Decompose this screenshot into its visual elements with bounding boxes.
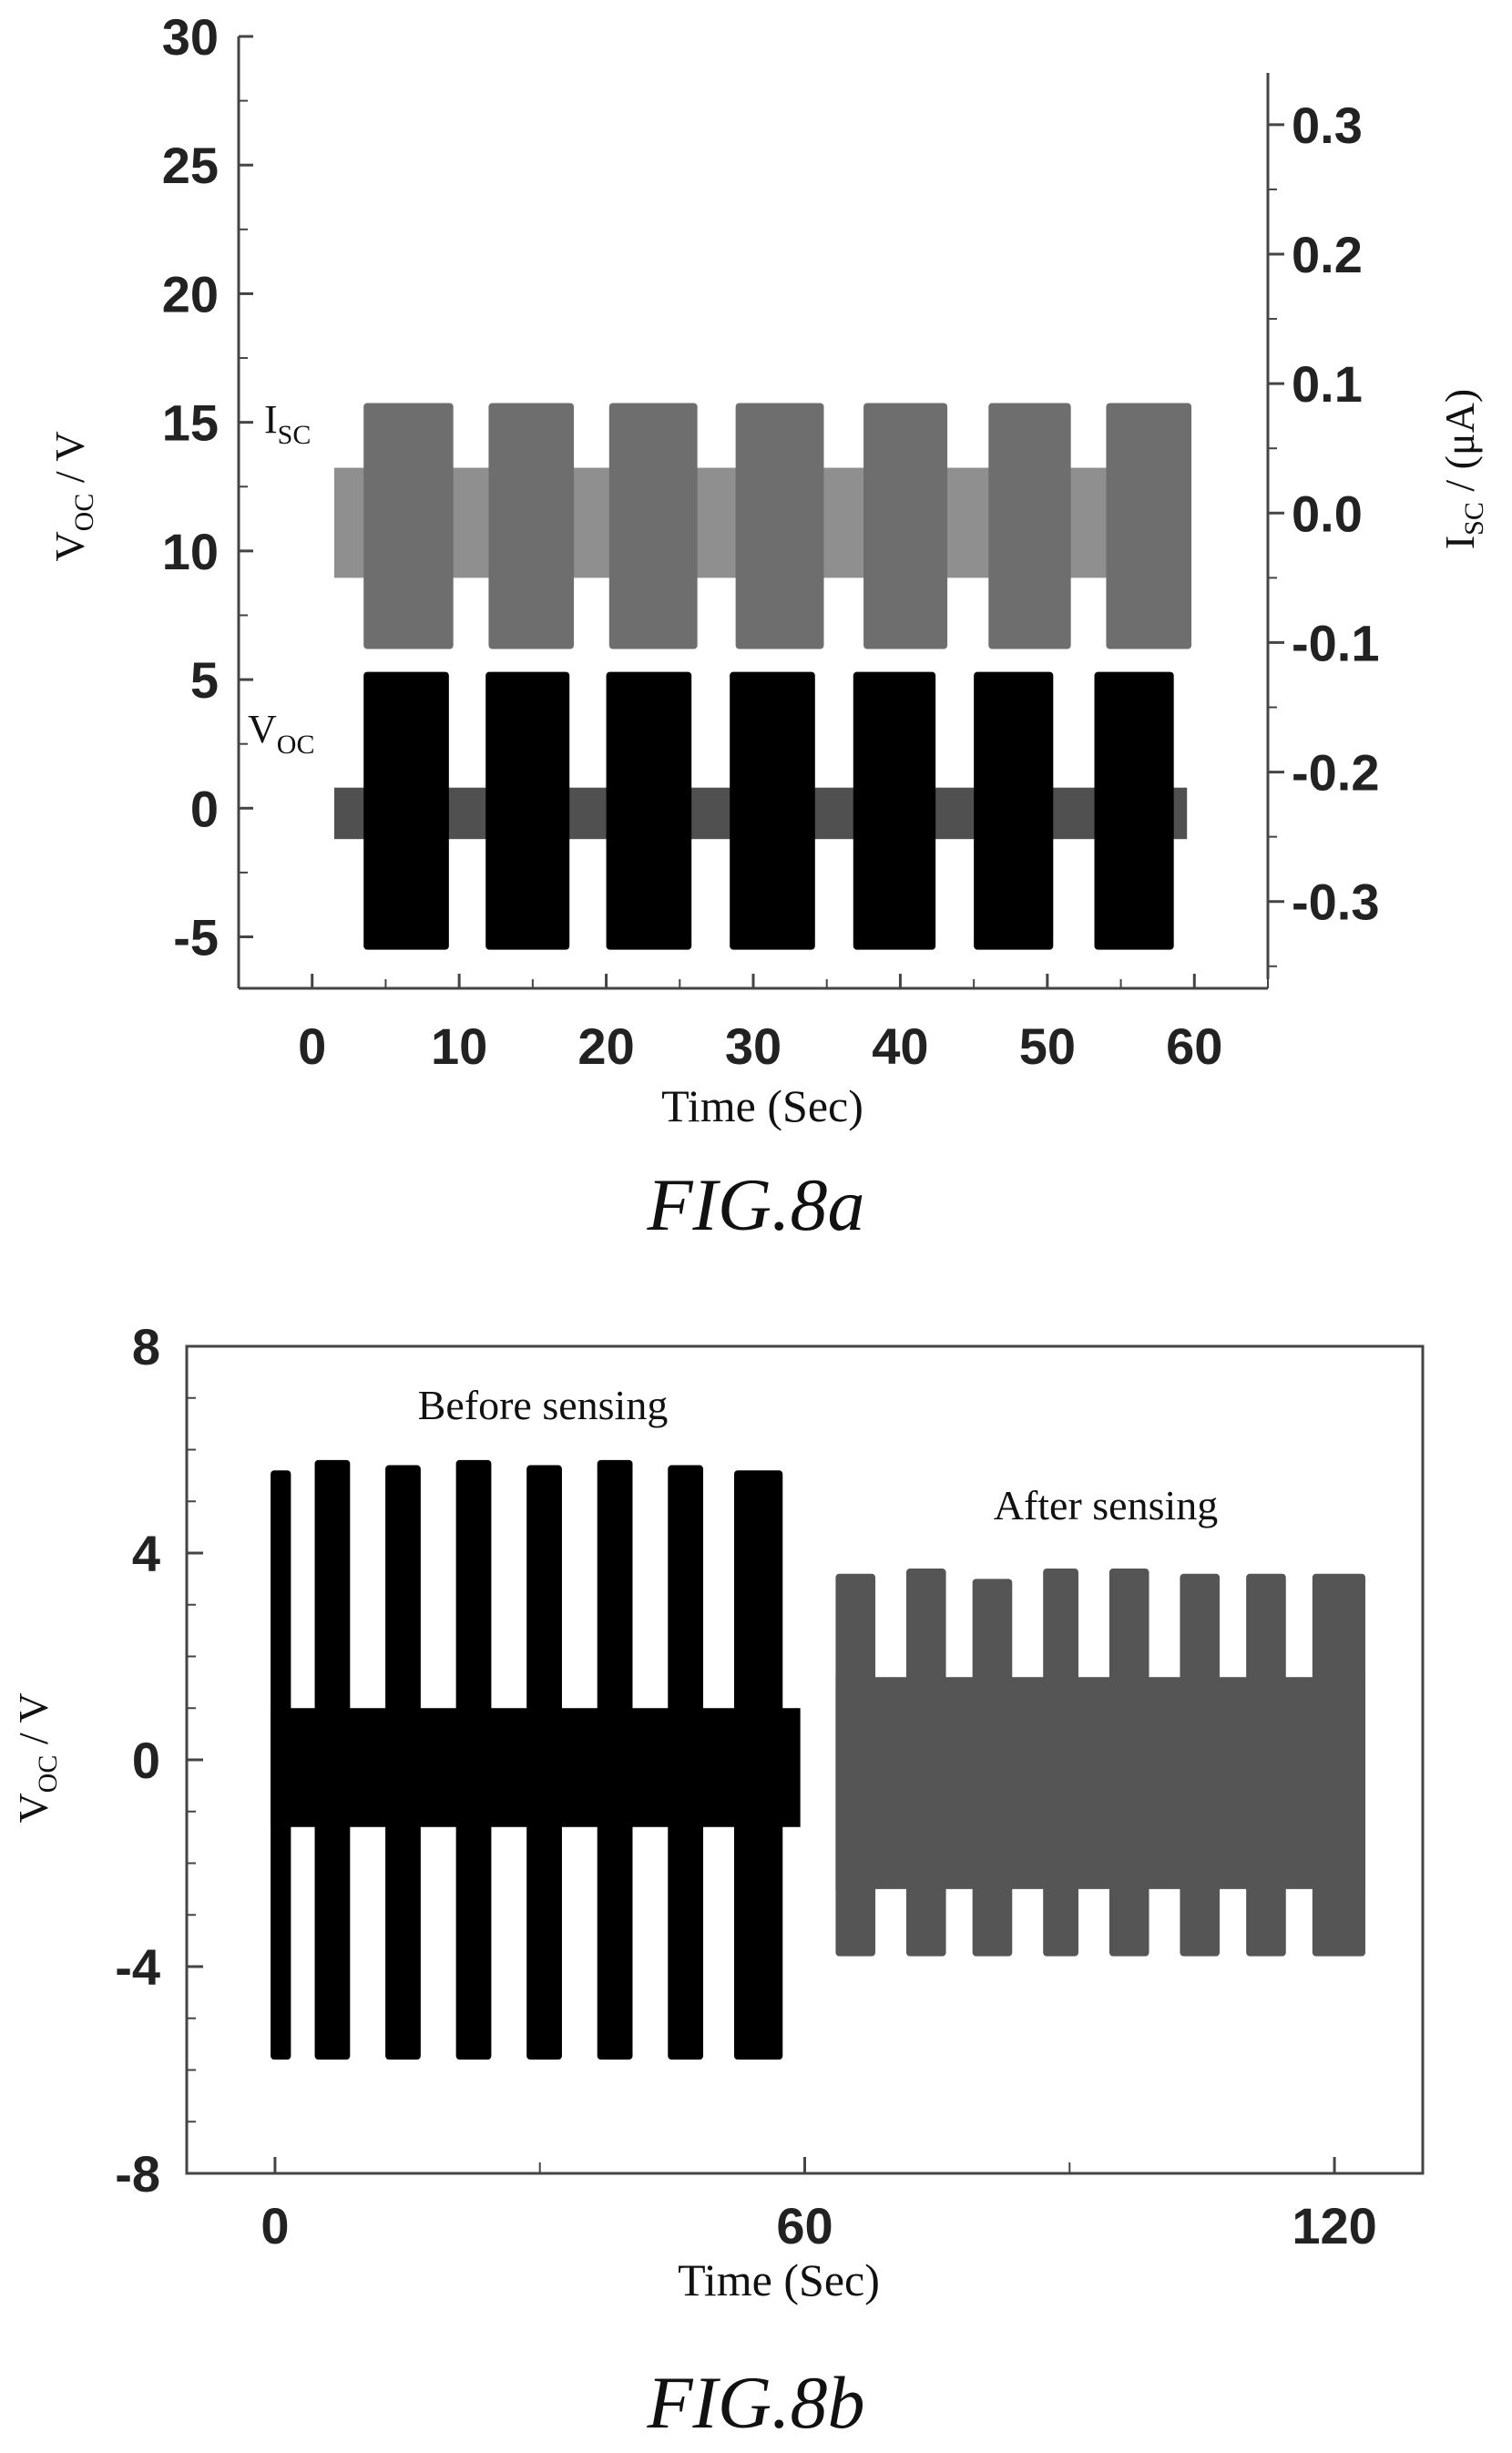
y-tick-label: -4 [115, 1938, 160, 1996]
voc-burst-1 [363, 671, 449, 950]
before-sensing-burst-4 [455, 1459, 492, 2060]
y-left-tick-label: 25 [162, 137, 219, 194]
chart-fig-8b: -8 -4 0 4 8 0 60 120 Before sensing After sensi… [10, 1318, 1425, 2444]
y-left-tick-label: -5 [173, 909, 219, 966]
isc-burst-6 [988, 403, 1071, 649]
x-tick-label: 60 [776, 2197, 833, 2254]
isc-series-label: ISC [264, 397, 311, 450]
y-tick-label: 8 [132, 1318, 160, 1375]
y-left-tick-label: 0 [190, 780, 219, 837]
y-left-tick-label: 5 [190, 651, 219, 709]
isc-burst-1 [363, 403, 454, 649]
x-axis-title: Time (Sec) [661, 1080, 863, 1131]
y-tick-label: -8 [115, 2145, 160, 2203]
after-sensing-burst-3 [972, 1579, 1013, 1957]
y-tick-label: 4 [132, 1525, 160, 1582]
isc-burst-5 [863, 403, 948, 649]
isc-series-layer [333, 403, 1192, 649]
x-tick-label: 30 [725, 1017, 782, 1075]
y-right-tick-label: 0.2 [1292, 226, 1363, 283]
x-tick-label: 40 [872, 1017, 928, 1075]
before-sensing-series-layer [271, 1459, 801, 2060]
x-tick-label: 0 [261, 2197, 289, 2254]
isc-burst-4 [735, 403, 824, 649]
before-sensing-burst-6 [597, 1459, 633, 2060]
figure-caption-8b: FIG.8b [646, 2361, 864, 2444]
voc-burst-4 [730, 671, 815, 950]
figure-caption-8a: FIG.8a [646, 1163, 864, 1246]
y-tick-label: 0 [132, 1732, 160, 1789]
y-right-tick-label: 0.3 [1292, 97, 1363, 154]
isc-burst-2 [488, 403, 575, 649]
after-sensing-series-layer [835, 1569, 1365, 1957]
x-axis-title: Time (Sec) [678, 2254, 880, 2305]
before-sensing-burst-7 [668, 1465, 704, 2060]
voc-series-label: VOC [248, 707, 314, 760]
axes-ticks: -5 0 5 10 15 20 25 30 0 10 20 30 40 50 60 -0.3 -0.2 -0.1 0… [162, 8, 1380, 1075]
axes-ticks: -8 -4 0 4 8 0 60 120 [115, 1318, 1377, 2254]
after-sensing-burst-5 [1108, 1569, 1149, 1957]
y-right-tick-label: -0.1 [1292, 614, 1380, 671]
before-sensing-burst-8 [733, 1470, 783, 2060]
voc-burst-5 [853, 671, 936, 950]
before-sensing-burst-1 [271, 1470, 291, 2060]
y-left-tick-label: 10 [162, 523, 219, 580]
x-tick-label: 10 [431, 1017, 487, 1075]
y-left-tick-label: 15 [162, 394, 219, 452]
after-sensing-burst-2 [905, 1569, 946, 1957]
voc-burst-7 [1094, 671, 1174, 950]
isc-burst-3 [608, 403, 698, 649]
after-sensing-burst-6 [1180, 1573, 1221, 1957]
after-sensing-burst-1 [835, 1573, 876, 1957]
y-left-tick-label: 30 [162, 8, 219, 66]
isc-burst-7 [1106, 403, 1192, 649]
before-sensing-burst-2 [314, 1459, 351, 2060]
before-sensing-burst-5 [526, 1465, 562, 2060]
x-tick-label: 0 [298, 1017, 326, 1075]
x-tick-label: 120 [1292, 2197, 1376, 2254]
y-left-tick-label: 20 [162, 265, 219, 322]
x-tick-label: 60 [1166, 1017, 1222, 1075]
chart-fig-8a: -5 0 5 10 15 20 25 30 0 10 20 30 40 50 60 -0.3 -0.2 -0.1 0… [46, 8, 1489, 1246]
y-axis-title-left: VOC / V [46, 431, 99, 561]
y-axis-title-right: ISC / (μA) [1436, 389, 1489, 549]
voc-burst-3 [606, 671, 692, 950]
voc-series-layer [333, 671, 1188, 950]
y-right-tick-label: 0.0 [1292, 485, 1363, 542]
voc-burst-6 [974, 671, 1054, 950]
y-right-tick-label: -0.3 [1292, 874, 1380, 931]
x-tick-label: 20 [577, 1017, 634, 1075]
y-right-tick-label: -0.2 [1292, 744, 1380, 802]
voc-burst-2 [485, 671, 570, 950]
before-sensing-burst-3 [385, 1465, 421, 2060]
y-axis-title: VOC / V [10, 1692, 63, 1823]
after-sensing-burst-4 [1043, 1569, 1078, 1957]
y-right-tick-label: 0.1 [1292, 355, 1363, 413]
x-tick-label: 50 [1019, 1017, 1076, 1075]
after-sensing-burst-8 [1312, 1573, 1365, 1957]
after-sensing-label: After sensing [994, 1482, 1219, 1528]
after-sensing-burst-7 [1246, 1573, 1286, 1957]
before-sensing-label: Before sensing [418, 1382, 669, 1428]
